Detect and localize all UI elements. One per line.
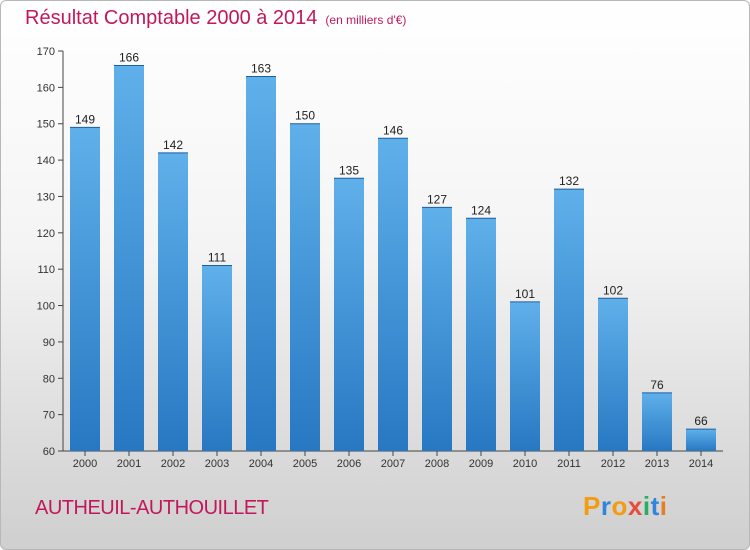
logo-letter: i	[659, 491, 668, 521]
bar	[70, 127, 100, 451]
bar-value-label: 76	[650, 378, 664, 392]
bar	[642, 392, 672, 451]
x-tick-label: 2012	[601, 458, 625, 470]
y-tick-label: 90	[43, 337, 55, 349]
bar-value-label: 102	[603, 283, 623, 297]
proxiti-logo: Proxiti	[583, 491, 667, 522]
x-tick-label: 2003	[205, 458, 229, 470]
bar-value-label: 127	[427, 192, 447, 206]
bar	[202, 265, 232, 451]
y-tick-label: 110	[37, 264, 55, 276]
y-tick-label: 120	[37, 228, 55, 240]
x-tick-label: 2004	[249, 458, 273, 470]
bar	[686, 429, 716, 451]
x-tick-label: 2009	[469, 458, 493, 470]
y-tick-label: 160	[37, 82, 55, 94]
bar	[422, 207, 452, 451]
bar-value-label: 163	[251, 61, 271, 75]
y-tick-label: 150	[37, 119, 55, 131]
y-tick-label: 70	[43, 410, 55, 422]
bar-value-label: 149	[75, 112, 95, 126]
commune-name: AUTHEUIL-AUTHOUILLET	[35, 497, 269, 519]
bar-value-label: 135	[339, 163, 359, 177]
bar	[466, 218, 496, 451]
logo-letter: x	[627, 491, 643, 521]
bar-value-label: 132	[559, 174, 579, 188]
value-labels: 149 166 142 111 163 150 135 146 127 124 101 132 102 7…	[75, 51, 708, 429]
x-tick-label: 2005	[293, 458, 317, 470]
bar	[114, 65, 144, 451]
bar	[334, 178, 364, 452]
logo-letter: t	[650, 491, 660, 521]
logo-letter: r	[600, 491, 612, 521]
bar-value-label: 111	[208, 251, 227, 265]
logo-letter: i	[642, 491, 651, 521]
bar-value-label: 101	[515, 287, 535, 301]
x-tick-label: 2014	[689, 458, 713, 470]
y-tick-label: 100	[37, 301, 55, 313]
bar	[378, 138, 408, 452]
y-tick-label: 170	[37, 46, 55, 58]
bar	[246, 76, 276, 452]
y-tick-label: 130	[37, 191, 55, 203]
bar-value-label: 66	[694, 414, 708, 428]
y-tick-label: 80	[43, 373, 55, 385]
bar	[158, 152, 188, 451]
bar	[510, 301, 540, 451]
logo-letter: o	[611, 491, 628, 521]
x-tick-label: 2011	[557, 458, 581, 470]
logo-letter: P	[583, 491, 601, 521]
x-tick-label: 2007	[381, 458, 405, 470]
bar-value-label: 124	[471, 203, 491, 217]
x-tick-label: 2006	[337, 458, 361, 470]
y-tick-label: 140	[37, 155, 55, 167]
x-tick-label: 2002	[161, 458, 185, 470]
x-tick-label: 2008	[425, 458, 449, 470]
bar-value-label: 150	[295, 109, 315, 123]
bar-value-label: 142	[163, 138, 183, 152]
bars	[70, 65, 716, 452]
bar-value-label: 146	[383, 123, 403, 137]
x-tick-label: 2013	[645, 458, 669, 470]
bar	[598, 298, 628, 451]
y-tick-label: 60	[43, 446, 55, 458]
chart-subtitle: (en milliers d'€)	[325, 13, 407, 27]
x-tick-label: 2010	[513, 458, 537, 470]
x-tick-label: 2001	[117, 458, 141, 470]
chart-title: Résultat Comptable 2000 à 2014 (en millie…	[25, 7, 406, 30]
bar	[554, 189, 584, 451]
bar	[290, 123, 320, 452]
bar-value-label: 166	[119, 51, 139, 65]
chart-title-text: Résultat Comptable 2000 à 2014	[25, 7, 318, 29]
x-tick-label: 2000	[73, 458, 97, 470]
